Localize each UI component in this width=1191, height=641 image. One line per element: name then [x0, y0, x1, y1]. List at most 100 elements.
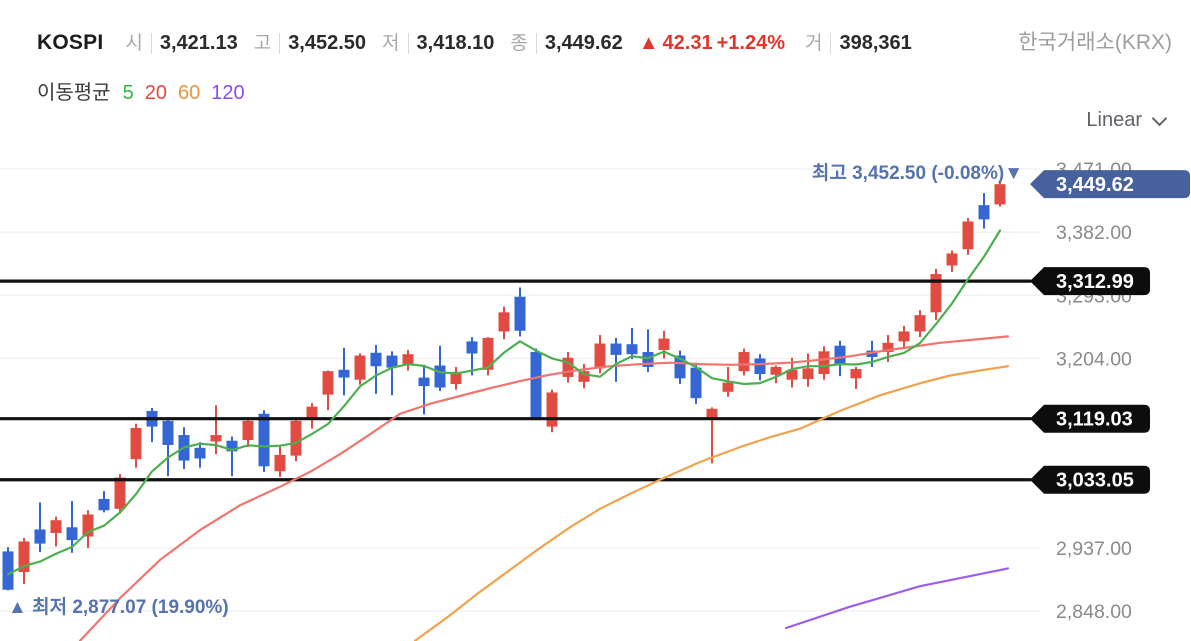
- change-percent: +1.24%: [716, 32, 785, 54]
- open-label: 시: [125, 33, 152, 54]
- close-label: 종: [510, 33, 537, 54]
- candle-down: [370, 352, 382, 367]
- ma60-legend-label: 60: [177, 82, 201, 104]
- candle-down: [2, 551, 14, 590]
- candle-down: [194, 447, 206, 459]
- candle-up: [994, 184, 1006, 205]
- candle-down: [66, 527, 78, 541]
- candle-up: [274, 454, 286, 472]
- ma5-line: [6, 229, 1002, 576]
- current-price-tag: [1030, 170, 1190, 199]
- candle-down: [514, 296, 526, 331]
- candle-up: [498, 312, 510, 332]
- candle-up: [898, 331, 910, 342]
- candle-up: [802, 368, 814, 380]
- candle-down: [866, 350, 878, 358]
- candle-down: [98, 498, 110, 511]
- high-field: 고 3,452.50: [253, 28, 367, 55]
- volume-label: 거: [804, 33, 832, 54]
- candle-down: [434, 365, 446, 388]
- axis-label: 2,848.00: [1056, 601, 1132, 623]
- candle-up: [722, 382, 734, 392]
- scale-selector-label: Linear: [1086, 109, 1142, 131]
- candle-up: [930, 274, 942, 313]
- low-field: 저 3,418.10: [382, 28, 494, 55]
- close-value: 3,449.62: [544, 32, 623, 54]
- moving-average-legend: 이동평균 5 20 60 120: [37, 76, 256, 105]
- candle-up: [914, 315, 926, 332]
- low-label: 저: [382, 33, 409, 54]
- candle-up: [578, 371, 590, 382]
- candle-down: [978, 205, 990, 220]
- candle-up: [450, 371, 462, 384]
- candle-down: [626, 344, 638, 355]
- axis-label: 3,382.00: [1056, 222, 1132, 244]
- candle-up: [594, 343, 606, 369]
- high-label: 고: [253, 33, 281, 54]
- candle-up: [290, 420, 302, 456]
- period-low-annotation: ▲ 최저 2,877.07 (19.90%): [8, 597, 229, 618]
- exchange-name: 한국거래소(KRX): [1018, 31, 1172, 54]
- candle-down: [690, 367, 702, 399]
- candle-up: [658, 338, 670, 350]
- candle-up: [50, 520, 62, 533]
- open-value: 3,421.13: [159, 32, 238, 54]
- candle-up: [546, 392, 558, 427]
- key-level-tag: [1030, 267, 1150, 296]
- candle-down: [674, 355, 686, 379]
- candle-up: [562, 357, 574, 377]
- open-field: 시 3,421.13: [125, 28, 238, 55]
- close-field: 종 3,449.62: [510, 28, 623, 55]
- scale-selector[interactable]: Linear: [1086, 109, 1168, 132]
- volume-field: 거 398,361: [804, 28, 912, 55]
- candle-down: [226, 440, 238, 452]
- candle-up: [402, 354, 414, 365]
- candle-down: [162, 420, 174, 445]
- ma120-line: [784, 567, 1010, 630]
- candle-up: [850, 369, 862, 379]
- legend-title: 이동평균: [37, 82, 111, 104]
- candle-up: [946, 253, 958, 266]
- up-arrow-icon: ▲: [638, 32, 659, 54]
- ma120-legend-label: 120: [211, 82, 245, 104]
- ma20-legend-label: 20: [144, 82, 167, 104]
- change-value: 42.31: [662, 32, 713, 54]
- candle-up: [882, 342, 894, 353]
- ma20-line: [78, 335, 1010, 641]
- candle-down: [338, 369, 350, 378]
- candle-down: [530, 352, 542, 419]
- candle-up: [18, 541, 30, 572]
- ma60-line: [413, 365, 1010, 641]
- candle-up: [482, 337, 494, 370]
- candle-up: [354, 355, 366, 380]
- candle-down: [834, 345, 846, 365]
- period-high-annotation: 최고 3,452.50 (-0.08%)▼: [811, 163, 1023, 184]
- candle-down: [258, 413, 270, 467]
- low-value: 3,418.10: [416, 32, 495, 54]
- candle-up: [322, 371, 334, 395]
- candle-down: [610, 343, 622, 355]
- candle-up: [242, 420, 254, 441]
- axis-label: 2,937.00: [1056, 538, 1132, 560]
- candle-down: [34, 529, 46, 544]
- candle-down: [466, 341, 478, 354]
- candle-up: [770, 366, 782, 375]
- current-price-tag-value: 3,449.62: [1056, 174, 1134, 196]
- candle-up: [114, 477, 126, 509]
- candle-up: [130, 427, 142, 460]
- candle-down: [386, 355, 398, 368]
- price-change: ▲ 42.31 +1.24%: [639, 32, 789, 55]
- key-level-tag: [1030, 404, 1150, 433]
- volume-value: 398,361: [839, 32, 912, 54]
- candle-up: [962, 221, 974, 250]
- key-level-tag-value: 3,119.03: [1056, 409, 1133, 431]
- symbol-title: KOSPI: [37, 31, 104, 54]
- high-value: 3,452.50: [288, 32, 367, 54]
- candle-up: [210, 435, 222, 442]
- ma5-legend-label: 5: [122, 82, 134, 104]
- header: KOSPI 시 3,421.13 고 3,452.50 저 3,418.10 종 3,4…: [37, 26, 1172, 56]
- candle-up: [82, 514, 94, 537]
- candle-up: [738, 352, 750, 372]
